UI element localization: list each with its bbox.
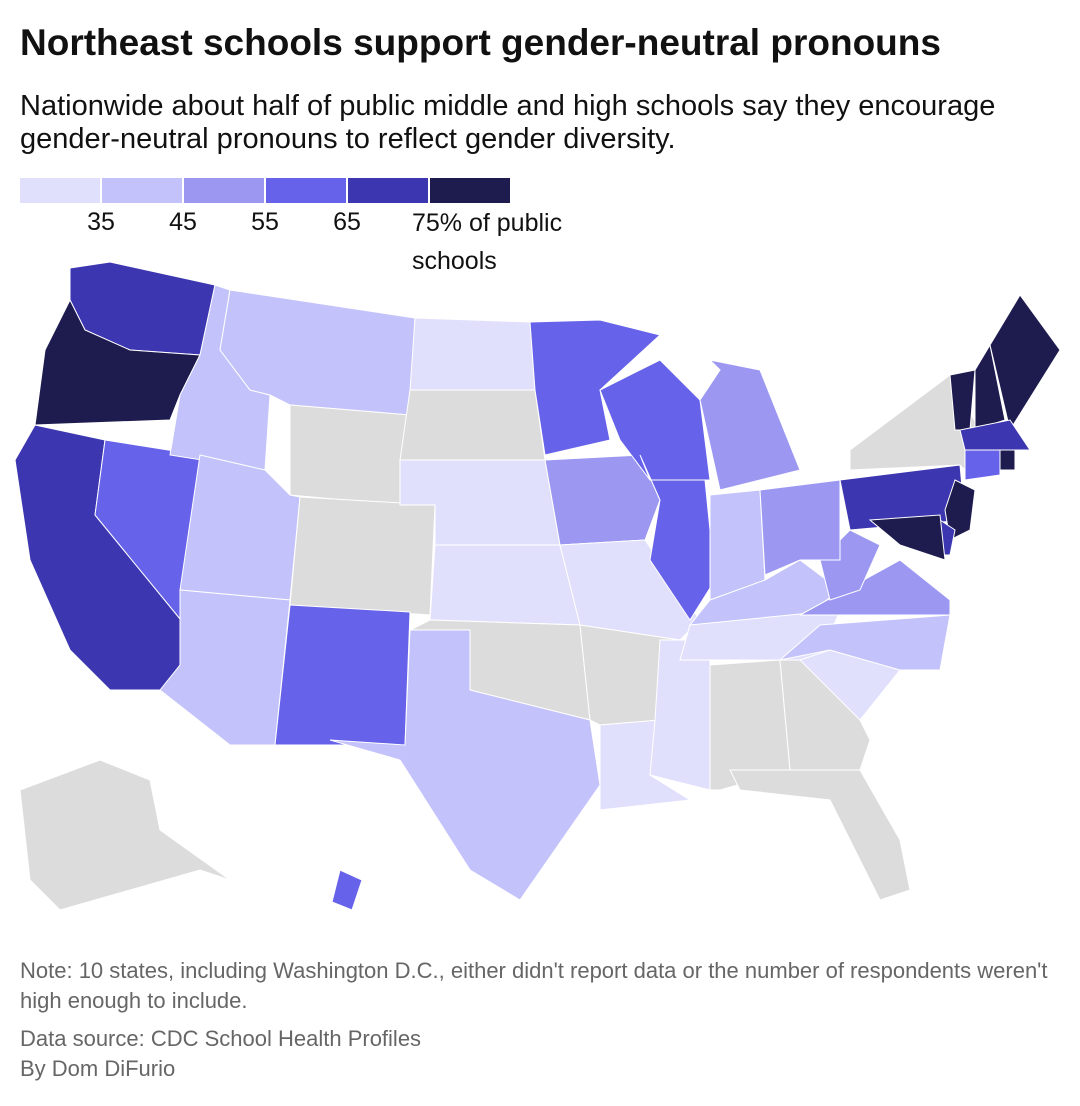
state	[974, 343, 1006, 431]
state	[399, 389, 546, 461]
legend-label: 75% of public schools	[412, 209, 563, 275]
legend-swatch	[184, 178, 264, 203]
state	[289, 404, 411, 506]
state	[274, 604, 411, 746]
state	[639, 454, 716, 621]
legend-swatch	[102, 178, 182, 203]
legend-swatch	[348, 178, 428, 203]
state	[599, 359, 711, 481]
state	[331, 869, 363, 911]
state	[699, 359, 801, 491]
legend-label: 55	[251, 208, 279, 236]
state	[529, 319, 662, 456]
state	[959, 419, 1031, 451]
state	[649, 639, 711, 791]
state	[949, 369, 976, 431]
state	[19, 759, 231, 911]
state	[544, 454, 661, 546]
source: Data source: CDC School Health Profiles	[20, 1026, 422, 1051]
state	[179, 454, 301, 601]
state	[429, 544, 581, 626]
state	[799, 559, 951, 616]
state	[964, 449, 1001, 481]
state	[729, 769, 911, 901]
byline: By Dom DiFurio	[20, 1056, 176, 1081]
state	[329, 629, 601, 901]
state	[289, 496, 436, 616]
state	[989, 294, 1061, 432]
state	[944, 479, 976, 541]
state	[599, 719, 692, 811]
title: Northeast schools support gender-neutral…	[20, 22, 941, 63]
state	[868, 514, 946, 561]
state	[409, 317, 536, 391]
legend-swatch	[430, 178, 510, 203]
legend-swatch	[266, 178, 346, 203]
legend-label: 45	[169, 208, 197, 236]
legend-swatch	[20, 178, 100, 203]
state	[759, 479, 841, 576]
state	[159, 589, 291, 746]
legend-label: 35	[87, 208, 115, 236]
subtitle: Nationwide about half of public middle a…	[20, 90, 996, 155]
state	[999, 449, 1016, 471]
legend-label: 65	[333, 208, 361, 236]
note: Note: 10 states, including Washington D.…	[20, 958, 1048, 1013]
